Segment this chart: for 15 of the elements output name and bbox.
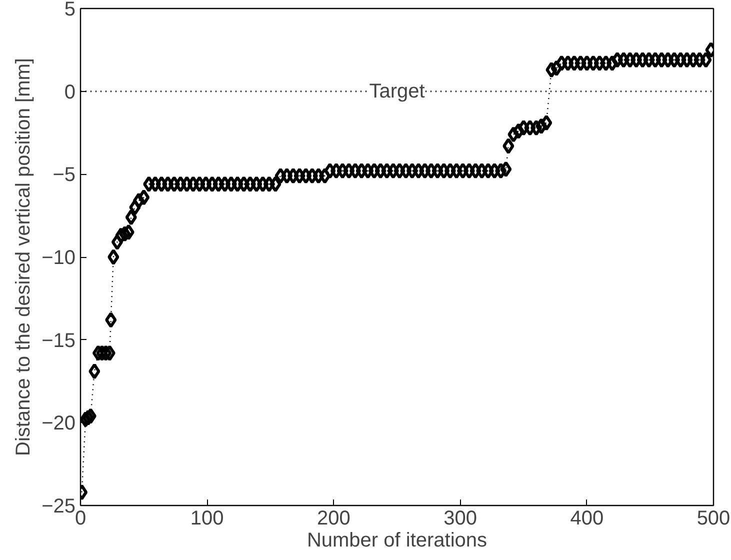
- y-tick-label: 5: [64, 0, 76, 20]
- x-tick-label: 200: [317, 508, 350, 530]
- y-axis-title: Distance to the desired vertical position [mm]: [12, 58, 35, 456]
- y-tick-label: −5: [52, 164, 76, 186]
- y-tick-label: −20: [42, 412, 76, 435]
- y-tick-label: −15: [42, 330, 76, 352]
- x-tick-label: 400: [570, 508, 604, 530]
- x-tick-label: 300: [444, 508, 477, 530]
- x-tick-label: 100: [190, 508, 224, 530]
- x-tick-label: 500: [696, 508, 730, 530]
- y-tick-label: −25: [42, 496, 76, 518]
- x-axis-title: Number of iterations: [306, 530, 488, 552]
- ref-line-label: Target: [369, 80, 426, 102]
- y-tick-label: 0: [64, 81, 76, 104]
- y-tick-label: −10: [42, 247, 76, 269]
